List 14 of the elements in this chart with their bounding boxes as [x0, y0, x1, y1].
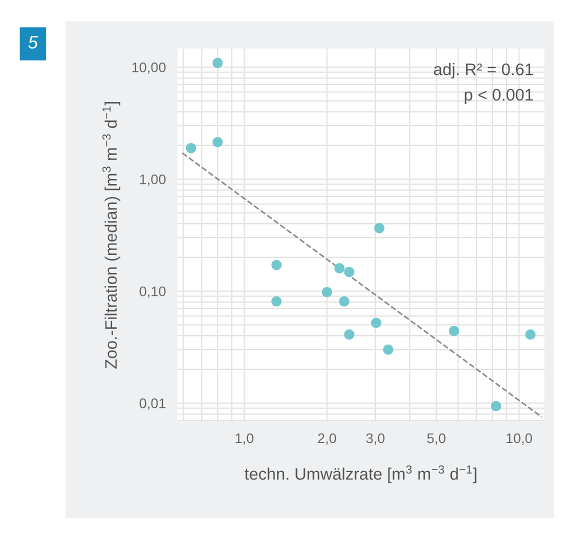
x-tick-label: 1,0 [236, 433, 254, 445]
annotation: p < 0.001 [464, 88, 533, 104]
y-axis-title: Zoo.-Filtration (median) [m$^{3}$ m$^{−3}$ d$^{−1}$] [102, 102, 120, 369]
y-tick-label: 1,00 [140, 174, 166, 186]
x-tick-label: 10,0 [506, 433, 532, 445]
x-tick-label: 3,0 [366, 433, 384, 445]
y-tick-label: 0,10 [140, 286, 166, 298]
x-axis-title: techn. Umwälzrate [m$^{3}$ m$^{−3}$ d$^{−1}$] [244, 465, 476, 484]
annotation: adj. R² = 0.61 [434, 63, 533, 79]
text: 5 [28, 36, 38, 49]
x-tick-label: 5,0 [427, 433, 446, 445]
x-tick-label: 2,0 [318, 433, 336, 445]
y-tick-label: 0,01 [140, 398, 166, 410]
y-tick-label: 10,00 [132, 62, 166, 74]
